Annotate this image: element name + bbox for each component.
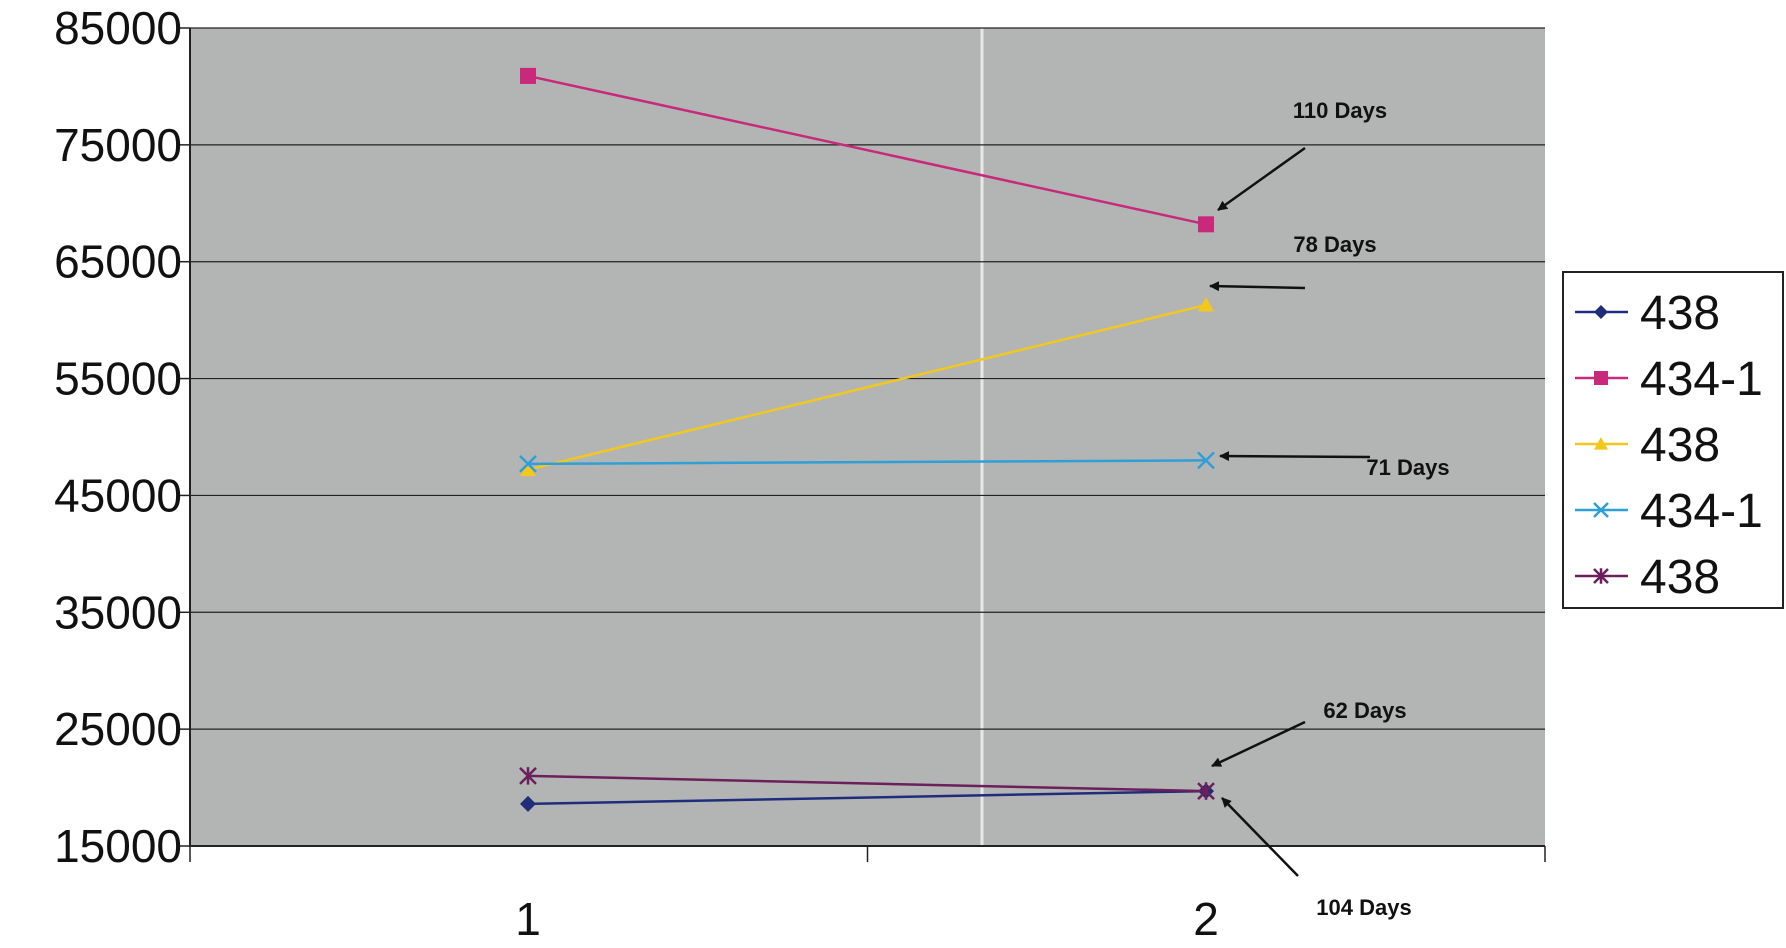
annotation-label: 110 Days xyxy=(1293,98,1387,123)
annotation-label: 104 Days xyxy=(1316,895,1411,920)
data-point xyxy=(1594,371,1608,385)
data-point xyxy=(1594,305,1608,319)
data-point xyxy=(520,795,536,812)
data-point xyxy=(520,461,536,477)
series-line xyxy=(527,789,1207,806)
data-point xyxy=(1197,451,1215,470)
series-1 xyxy=(520,67,1214,233)
y-tick-label: 35000 xyxy=(54,586,182,638)
legend-label: 434-1 xyxy=(1640,353,1763,406)
y-tick-label: 55000 xyxy=(54,353,182,405)
y-tick-label: 75000 xyxy=(54,119,182,171)
legend-label: 438 xyxy=(1640,419,1720,472)
legend-item: 434-1 xyxy=(1575,353,1763,406)
y-tick-label: 15000 xyxy=(54,820,182,872)
annotation-label: 78 Days xyxy=(1293,232,1376,257)
series-line xyxy=(527,774,1207,793)
data-point xyxy=(1593,502,1609,518)
y-axis-ticks: 85000 75000 65000 55000 45000 35000 25000 15000 xyxy=(54,2,182,872)
annotation-label: 71 Days xyxy=(1366,455,1449,480)
annotations: 110 Days 78 Days 71 Days 62 Days 104 Days xyxy=(1209,98,1450,920)
y-tick-label: 85000 xyxy=(54,2,182,54)
data-point xyxy=(520,67,536,84)
legend-item: 438 xyxy=(1575,287,1720,340)
annotation-label: 62 Days xyxy=(1323,698,1406,723)
legend: 438 434-1 438 434-1 438 xyxy=(1562,271,1784,609)
data-point xyxy=(1198,216,1214,233)
annotation-arrow xyxy=(1209,281,1306,292)
y-tick-label: 45000 xyxy=(54,469,182,521)
legend-item: 434-1 xyxy=(1575,485,1763,538)
series-4 xyxy=(519,767,1215,800)
annotation-arrow xyxy=(1219,451,1371,462)
y-tick-label: 25000 xyxy=(54,703,182,755)
legend-item: 438 xyxy=(1575,419,1720,472)
legend-item: 438 xyxy=(1575,551,1720,604)
x-tick-label: 2 xyxy=(1193,893,1219,945)
data-point xyxy=(1198,296,1214,312)
series-3 xyxy=(519,451,1215,473)
y-tick-label: 65000 xyxy=(54,236,182,288)
series-line xyxy=(527,459,1207,466)
data-point xyxy=(1197,782,1215,800)
annotation-arrow xyxy=(1221,797,1299,877)
plot-area xyxy=(190,28,1545,846)
legend-label: 438 xyxy=(1640,287,1720,340)
axes xyxy=(178,27,1546,862)
annotation-arrow xyxy=(1211,720,1306,768)
series-line xyxy=(527,303,1207,471)
data-point xyxy=(1593,568,1609,584)
legend-label: 438 xyxy=(1640,551,1720,604)
annotation-arrow xyxy=(1217,146,1306,212)
legend-label: 434-1 xyxy=(1640,485,1763,538)
x-tick-label: 1 xyxy=(515,893,541,945)
series-2 xyxy=(520,296,1214,477)
data-point xyxy=(1594,437,1608,450)
data-point xyxy=(519,767,537,785)
data-point xyxy=(519,454,537,473)
series-group xyxy=(519,67,1215,812)
series-line xyxy=(527,74,1207,226)
